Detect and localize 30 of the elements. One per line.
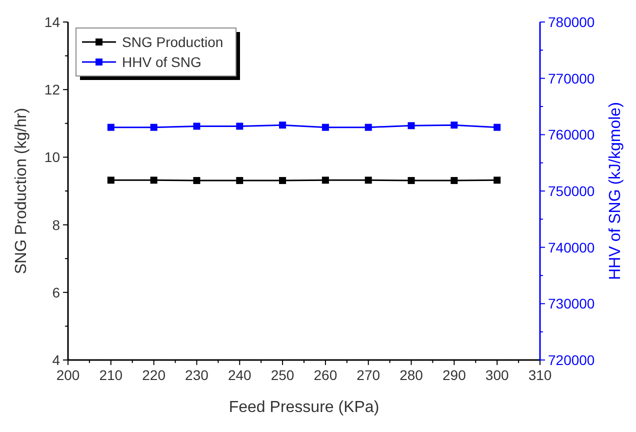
y2-axis-title: HHV of SNG (kJ/kgmole) (607, 102, 624, 280)
y2-tick-label: 750000 (548, 183, 595, 199)
y-tick-label: 14 (44, 14, 60, 30)
y-tick-label: 10 (44, 149, 60, 166)
y-axis-title: SNG Production (kg/hr) (13, 108, 30, 274)
x-tick-label: 210 (99, 367, 123, 383)
y-tick-label: 8 (52, 216, 60, 233)
y-tick-label: 12 (44, 82, 60, 98)
y2-tick-label: 770000 (548, 70, 595, 86)
y2-tick-label: 760000 (548, 126, 595, 143)
y2-tick-label: 720000 (548, 352, 595, 368)
x-tick-label: 300 (485, 367, 509, 383)
x-tick-label: 200 (56, 367, 80, 383)
x-tick-label: 230 (185, 367, 209, 383)
x-tick-label: 240 (228, 367, 252, 383)
x-tick-label: 270 (356, 367, 380, 383)
x-tick-label: 280 (400, 367, 424, 383)
y2-tick-label: 740000 (548, 239, 595, 256)
y2-tick-label: 730000 (548, 296, 595, 312)
y-tick-label: 4 (52, 352, 60, 368)
legend-label: HHV of SNG (122, 54, 202, 70)
y2-tick-label: 780000 (548, 14, 595, 30)
x-tick-label: 310 (528, 367, 552, 383)
y-tick-label: 6 (52, 284, 60, 300)
legend-label: SNG Production (122, 34, 224, 50)
x-tick-label: 260 (314, 367, 338, 383)
x-tick-label: 290 (442, 367, 466, 383)
x-axis-title: Feed Pressure (KPa) (228, 399, 380, 416)
x-tick-label: 220 (142, 367, 166, 383)
x-tick-label: 250 (270, 367, 294, 383)
